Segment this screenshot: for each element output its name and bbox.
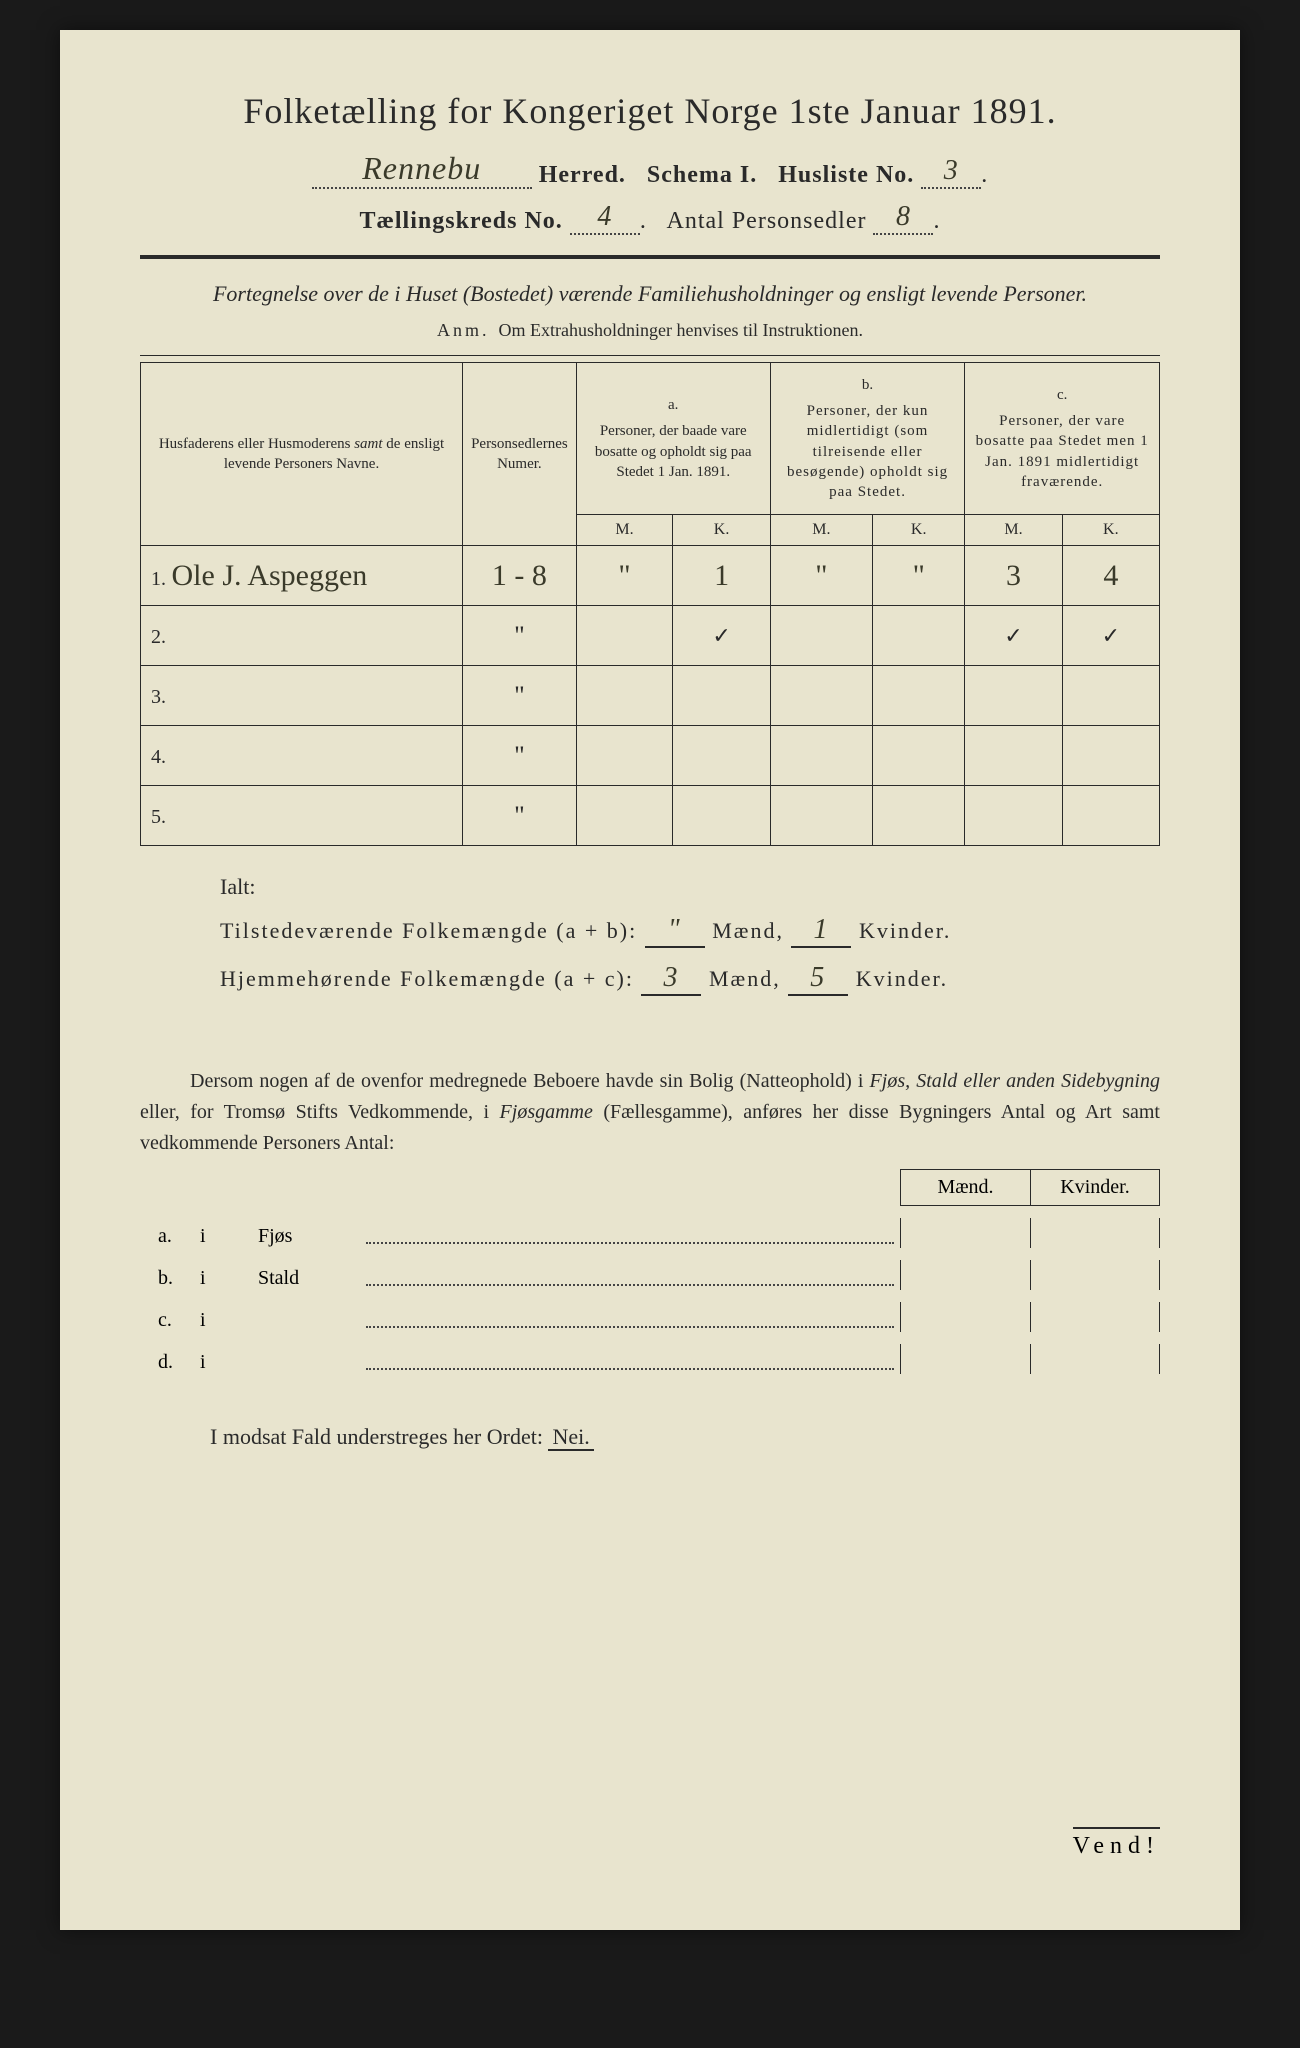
row-name: 5. [141, 786, 463, 846]
col-num-header: Personsedlernes Numer. [463, 362, 577, 546]
header-line-2: Tællingskreds No. 4. Antal Personsedler … [140, 201, 1160, 235]
antal-value: 8 [896, 201, 911, 232]
kreds-value: 4 [597, 201, 612, 232]
row-num: " [463, 726, 577, 786]
table-row: 4. " [141, 726, 1160, 786]
table-row: 2. "✓✓✓ [141, 606, 1160, 666]
side-building-paragraph: Dersom nogen af de ovenfor medregnede Be… [140, 1066, 1160, 1159]
fortegnelse-text: Fortegnelse over de i Huset (Bostedet) v… [140, 279, 1160, 310]
modsat-line: I modsat Fald understreges her Ordet: Ne… [140, 1424, 1160, 1450]
herred-value: Rennebu [362, 150, 481, 186]
abc-row-d: d. i [140, 1344, 1160, 1374]
row-num: " [463, 606, 577, 666]
anm-text: Om Extrahusholdninger henvises til Instr… [499, 320, 863, 340]
mk-kvinder: Kvinder. [1030, 1169, 1160, 1206]
census-table: Husfaderens eller Husmoderens samt de en… [140, 362, 1160, 847]
row-name: 4. [141, 726, 463, 786]
sum-line-1: Tilstedeværende Folkemængde (a + b): " M… [220, 914, 1160, 948]
row-num: " [463, 666, 577, 726]
row-num: " [463, 786, 577, 846]
mk-header: Mænd. Kvinder. [140, 1169, 1160, 1206]
abc-row-c: c. i [140, 1302, 1160, 1332]
c-k: K. [1062, 515, 1159, 546]
col-name-header: Husfaderens eller Husmoderens samt de en… [141, 362, 463, 546]
antal-label: Antal Personsedler [667, 208, 867, 234]
sum-line-2: Hjemmehørende Folkemængde (a + c): 3 Mæn… [220, 962, 1160, 996]
abc-row-a: a. i Fjøs [140, 1218, 1160, 1248]
abc-row-b: b. i Stald [140, 1260, 1160, 1290]
b-m: M. [770, 515, 872, 546]
anm-label: Anm. [437, 320, 490, 340]
ialt-label: Ialt: [220, 874, 1160, 900]
a-m: M. [576, 515, 673, 546]
census-form-page: Folketælling for Kongeriget Norge 1ste J… [60, 30, 1240, 1930]
table-row: 3. " [141, 666, 1160, 726]
row-num: 1 - 8 [463, 546, 577, 606]
rule-1 [140, 255, 1160, 259]
main-title: Folketælling for Kongeriget Norge 1ste J… [140, 90, 1160, 132]
col-c-header: c. Personer, der vare bosatte paa Stedet… [965, 362, 1160, 515]
husliste-value: 3 [944, 155, 959, 186]
abc-list: a. i Fjøs b. i Stald c. i d. i [140, 1218, 1160, 1374]
totals-block: Ialt: Tilstedeværende Folkemængde (a + b… [220, 874, 1160, 996]
row-name: 3. [141, 666, 463, 726]
table-row: 1. Ole J. Aspeggen1 - 8"1""34 [141, 546, 1160, 606]
rule-2 [140, 355, 1160, 356]
anm-line: Anm. Om Extrahusholdninger henvises til … [140, 320, 1160, 341]
table-row: 5. " [141, 786, 1160, 846]
vend-label: Vend! [1073, 1827, 1160, 1860]
a-k: K. [673, 515, 770, 546]
row-name: 2. [141, 606, 463, 666]
header-line-1: Rennebu Herred. Schema I. Husliste No. 3… [140, 150, 1160, 189]
herred-label: Herred. [539, 162, 626, 188]
schema-label: Schema I. [647, 162, 757, 188]
col-a-header: a. Personer, der baade vare bosatte og o… [576, 362, 770, 515]
nei-word: Nei. [548, 1424, 593, 1451]
husliste-label: Husliste No. [778, 162, 914, 188]
col-b-header: b. Personer, der kun midlertidigt (som t… [770, 362, 965, 515]
b-k: K. [873, 515, 965, 546]
kreds-label: Tællingskreds No. [360, 208, 563, 234]
row-name: 1. Ole J. Aspeggen [141, 546, 463, 606]
mk-maend: Mænd. [900, 1169, 1030, 1206]
c-m: M. [965, 515, 1062, 546]
